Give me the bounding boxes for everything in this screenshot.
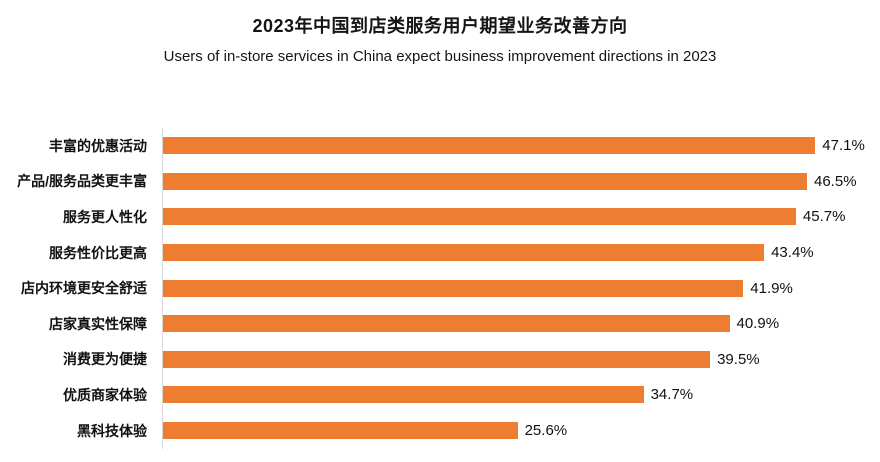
category-label: 黑科技体验 xyxy=(77,422,147,439)
bar xyxy=(163,279,744,297)
value-label: 46.5% xyxy=(814,172,857,190)
bar-track: 41.9% xyxy=(155,270,880,306)
value-label: 40.9% xyxy=(736,315,780,333)
bar-track: 45.7% xyxy=(155,199,880,235)
bar-track: 39.5% xyxy=(155,342,880,378)
bar-row: 店家真实性保障 40.9% xyxy=(0,306,880,342)
bar-track: 25.6% xyxy=(155,413,880,449)
bar-row: 优质商家体验 34.7% xyxy=(0,377,880,413)
value-label: 47.1% xyxy=(822,137,865,155)
value-label: 45.7% xyxy=(802,208,846,226)
bar-track: 34.7% xyxy=(155,377,880,413)
bar-track: 46.5% xyxy=(155,164,880,200)
bar-row: 消费更为便捷 39.5% xyxy=(0,342,880,378)
category-label: 服务更人性化 xyxy=(63,208,147,225)
value-label: 25.6% xyxy=(524,422,568,440)
page-subtitle: Users of in-store services in China expe… xyxy=(163,48,717,65)
category-label: 产品/服务品类更丰富 xyxy=(17,173,147,190)
bar xyxy=(163,350,711,368)
category-label: 店内环境更安全舒适 xyxy=(21,280,147,297)
bar-row: 黑科技体验 25.6% xyxy=(0,413,880,449)
bar-row: 服务更人性化 45.7% xyxy=(0,199,880,235)
value-label: 43.4% xyxy=(771,244,814,262)
category-label: 服务性价比更高 xyxy=(49,244,147,261)
bar xyxy=(163,172,807,190)
category-label: 消费更为便捷 xyxy=(63,351,147,368)
bar xyxy=(163,422,518,440)
bar xyxy=(163,208,796,226)
bar-row: 丰富的优惠活动 47.1% xyxy=(0,128,880,164)
bar-row: 产品/服务品类更丰富 46.5% xyxy=(0,164,880,200)
value-label: 41.9% xyxy=(750,279,793,297)
bar xyxy=(163,244,765,262)
category-label: 优质商家体验 xyxy=(63,386,147,403)
category-label: 店家真实性保障 xyxy=(49,315,147,332)
value-label: 34.7% xyxy=(650,386,694,404)
value-label: 39.5% xyxy=(717,350,760,368)
bar xyxy=(163,386,644,404)
bar-track: 40.9% xyxy=(155,306,880,342)
bar-track: 47.1% xyxy=(155,128,880,164)
bar-chart: 丰富的优惠活动 47.1% 产品/服务品类更丰富 46.5% 服务更人性化 45… xyxy=(0,128,880,449)
bar-track: 43.4% xyxy=(155,235,880,271)
bar xyxy=(163,315,730,333)
bar-row: 服务性价比更高 43.4% xyxy=(0,235,880,271)
category-label: 丰富的优惠活动 xyxy=(49,137,147,154)
page-title: 2023年中国到店类服务用户期望业务改善方向 xyxy=(252,16,628,36)
bar xyxy=(163,137,816,155)
bar-row: 店内环境更安全舒适 41.9% xyxy=(0,270,880,306)
y-axis-line xyxy=(162,128,163,449)
